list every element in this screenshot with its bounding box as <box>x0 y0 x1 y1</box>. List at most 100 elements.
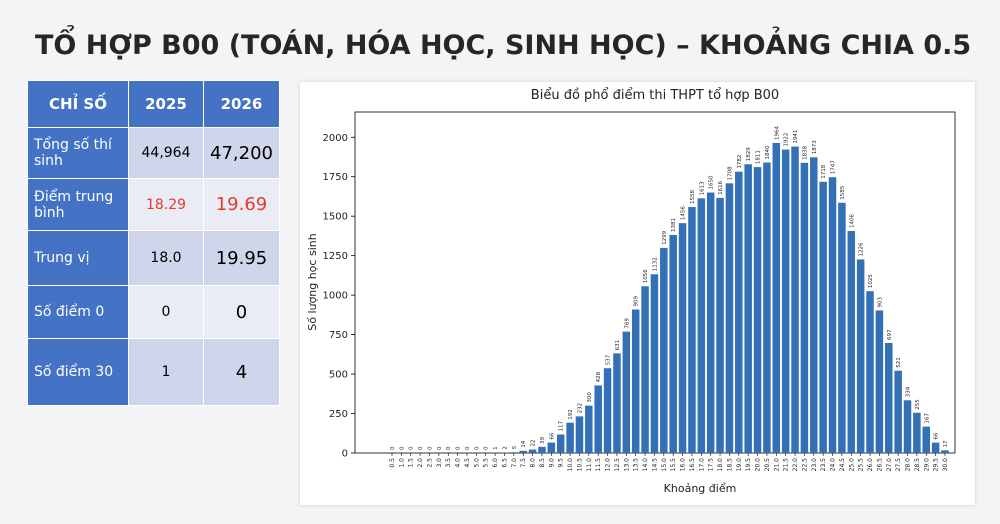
bar <box>697 198 706 453</box>
value-label: 0 <box>390 446 396 450</box>
table-cell: Trung vị <box>27 230 129 286</box>
bar <box>622 331 631 453</box>
bar <box>903 400 912 453</box>
x-tick-label: 21.0 <box>773 458 780 472</box>
value-label: 1585 <box>840 185 846 199</box>
value-label: 1718 <box>821 164 827 178</box>
bar <box>753 167 762 454</box>
value-label: 0 <box>484 446 490 450</box>
bar <box>669 234 677 453</box>
y-tick-label: 0 <box>342 449 348 460</box>
value-label: 14 <box>521 440 527 447</box>
x-tick-label: 11.5 <box>595 458 602 472</box>
x-tick-label: 13.0 <box>623 458 630 472</box>
chart-card: Biểu đồ phổ điểm thi THPT tổ hợp B00 Kho… <box>300 82 975 505</box>
value-label: 537 <box>606 354 612 365</box>
bar <box>735 171 743 454</box>
x-tick-label: 20.0 <box>755 458 762 472</box>
y-tick-label: 1500 <box>323 212 348 223</box>
x-tick-label: 2.0 <box>417 458 424 468</box>
x-tick-label: 28.5 <box>914 458 921 472</box>
x-tick-label: 8.5 <box>539 458 546 468</box>
value-label: 0 <box>446 446 452 450</box>
table-cell: Tổng số thí sinh <box>27 127 129 179</box>
table-cell: 18.29 <box>128 178 204 231</box>
x-tick-label: 15.5 <box>670 458 677 472</box>
x-tick-label: 27.5 <box>895 458 902 472</box>
x-tick-label: 16.0 <box>680 458 687 472</box>
bar <box>650 274 659 453</box>
x-tick-label: 19.0 <box>736 458 743 472</box>
value-label: 1025 <box>868 274 874 288</box>
bar <box>763 162 771 453</box>
header-cell: CHỈ SỐ <box>27 80 129 128</box>
x-tick-label: 28.0 <box>905 458 912 472</box>
x-tick-label: 5.0 <box>473 458 480 468</box>
x-tick-label: 17.5 <box>708 458 715 472</box>
x-tick-label: 13.5 <box>633 458 640 472</box>
x-tick-label: 3.0 <box>436 458 443 468</box>
value-label: 0 <box>465 446 471 450</box>
value-label: 1650 <box>709 175 715 189</box>
bar <box>519 450 527 453</box>
value-label: 1811 <box>756 150 762 164</box>
x-tick-label: 14.5 <box>651 458 658 472</box>
bar <box>688 207 696 453</box>
x-tick-label: 29.0 <box>923 458 930 472</box>
bar <box>885 342 893 453</box>
value-label: 1406 <box>849 214 855 228</box>
header-cell: 2025 <box>128 80 204 128</box>
table-row: Số điểm 30 1 4 <box>27 338 280 406</box>
bar <box>585 405 593 453</box>
x-tick-label: 18.0 <box>717 458 724 472</box>
value-label: 1840 <box>765 145 771 159</box>
y-tick-label: 500 <box>329 370 348 381</box>
table-cell: Số điểm 30 <box>27 338 129 406</box>
value-label: 117 <box>559 421 565 432</box>
value-label: 428 <box>596 371 602 382</box>
value-label: 1829 <box>746 147 752 161</box>
value-label: 232 <box>577 403 583 414</box>
bar <box>931 442 940 453</box>
value-label: 0 <box>418 446 424 450</box>
value-label: 769 <box>624 318 630 329</box>
chart-title: Biểu đồ phổ điểm thi THPT tổ hợp B00 <box>531 88 779 103</box>
bar <box>847 231 856 453</box>
x-tick-label: 21.5 <box>783 458 790 472</box>
x-tick-label: 14.0 <box>642 458 649 472</box>
x-tick-label: 29.5 <box>933 458 940 472</box>
value-label: 17 <box>943 440 949 447</box>
bar <box>810 157 818 453</box>
value-label: 631 <box>615 340 621 351</box>
x-tick-label: 8.0 <box>530 458 537 468</box>
table-row: Tổng số thí sinh 44,964 47,200 <box>27 127 280 179</box>
value-label: 0 <box>427 446 433 450</box>
value-label: 1941 <box>793 130 799 144</box>
value-label: 1613 <box>699 181 705 195</box>
x-tick-label: 27.0 <box>886 458 893 472</box>
bar <box>838 202 846 453</box>
value-label: 0 <box>437 446 443 450</box>
y-tick-label: 750 <box>329 330 348 341</box>
x-tick-label: 12.0 <box>605 458 612 472</box>
table-cell: 47,200 <box>203 127 280 179</box>
x-tick-label: 10.5 <box>576 458 583 472</box>
x-tick-label: 4.0 <box>455 458 462 468</box>
bar <box>528 449 537 453</box>
table-cell: 19.95 <box>203 230 280 286</box>
x-tick-label: 18.5 <box>726 458 733 472</box>
x-tick-label: 9.0 <box>548 458 555 468</box>
x-tick-label: 0.5 <box>389 458 396 468</box>
x-tick-label: 26.0 <box>867 458 874 472</box>
stats-table: CHỈ SỐ 2025 2026 Tổng số thí sinh 44,964 47,2… <box>27 80 280 406</box>
value-label: 1299 <box>662 230 668 244</box>
table-cell: 18.0 <box>128 230 204 286</box>
x-tick-label: 7.5 <box>520 458 527 468</box>
value-label: 1226 <box>859 242 865 256</box>
bar <box>510 452 518 453</box>
value-label: 0 <box>474 446 480 450</box>
value-label: 1456 <box>681 206 687 220</box>
value-label: 1 <box>493 446 499 450</box>
bar <box>791 146 799 453</box>
